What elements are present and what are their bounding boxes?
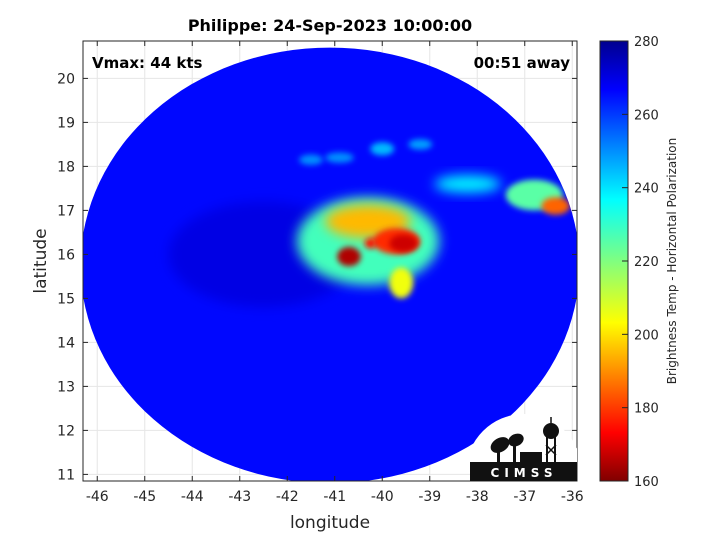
colorbar-tick-label: 280: [634, 35, 659, 50]
x-tick-label: -43: [228, 489, 251, 505]
vmax-annotation: Vmax: 44 kts: [92, 54, 202, 72]
colorbar-ticks: 160 180 200 220 240 260 280: [622, 35, 659, 490]
x-tick-label: -38: [466, 489, 489, 505]
time-offset-annotation: 00:51 away: [474, 54, 571, 72]
x-tick-label: -45: [133, 489, 156, 505]
y-tick-label: 11: [57, 467, 75, 483]
plot-frame: [82, 40, 578, 482]
colorbar-label: Brightness Temp - Horizontal Polarizatio…: [665, 138, 679, 385]
feature-cell-north-4: [408, 139, 433, 150]
x-tick-label: -39: [418, 489, 441, 505]
feature-convection-3: [337, 246, 361, 267]
y-axis-ticks: 11 12 13 14 15 16 17 18 19 20: [57, 71, 577, 483]
feature-cell-north-2: [325, 152, 354, 163]
y-tick-label: 13: [57, 379, 75, 395]
colorbar-tick-label: 240: [634, 182, 659, 197]
cimss-logo-text: CIMSS: [491, 466, 558, 480]
feature-convection-5: [364, 238, 377, 249]
y-axis-label: latitude: [31, 228, 51, 293]
y-tick-label: 19: [57, 115, 75, 131]
brightness-temp-swath: [83, 47, 577, 481]
y-tick-label: 15: [57, 291, 75, 307]
feature-cell-north-3: [299, 154, 323, 166]
colorbar-tick-label: 200: [634, 328, 659, 343]
y-tick-label: 20: [57, 71, 75, 87]
colorbar-tick-label: 220: [634, 255, 659, 270]
feature-convection-4: [389, 234, 418, 253]
y-tick-label: 18: [57, 159, 75, 175]
colorbar-tick-label: 260: [634, 108, 659, 123]
y-tick-label: 14: [57, 335, 75, 351]
x-tick-label: -36: [561, 489, 584, 505]
x-tick-label: -44: [181, 489, 204, 505]
y-tick-label: 17: [57, 203, 75, 219]
feature-rainband-northeast-core: [541, 197, 570, 215]
feature-rainband-northeast-1: [434, 175, 501, 193]
feature-cell-north-1: [370, 142, 395, 156]
y-tick-label: 16: [57, 247, 75, 263]
x-tick-label: -41: [323, 489, 346, 505]
x-tick-label: -42: [276, 489, 299, 505]
colorbar-tick-label: 160: [634, 475, 659, 490]
x-axis-label: longitude: [290, 513, 370, 533]
y-tick-label: 12: [57, 423, 75, 439]
x-tick-label: -40: [371, 489, 394, 505]
x-axis-ticks: -46 -45 -44 -43 -42 -41 -40 -39 -38 -37 -36: [86, 41, 584, 505]
chart-title: Philippe: 24-Sep-2023 10:00:00: [188, 16, 472, 35]
cimss-logo: CIMSS: [470, 414, 577, 481]
x-tick-label: -37: [513, 489, 536, 505]
feature-rainband-southwest: [389, 267, 414, 299]
x-tick-label: -46: [86, 489, 109, 505]
colorbar-tick-label: 180: [634, 402, 659, 417]
